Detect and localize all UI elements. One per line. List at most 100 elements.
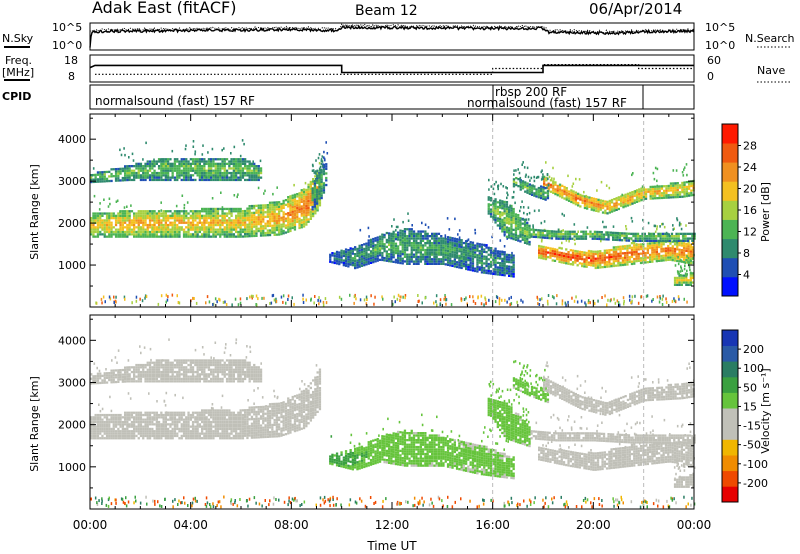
range-time-cell xyxy=(302,204,306,207)
range-time-cell xyxy=(287,202,290,206)
range-time-cell xyxy=(383,256,386,260)
range-time-cell xyxy=(107,205,110,208)
range-time-cell xyxy=(273,298,276,302)
range-time-cell xyxy=(585,251,588,255)
range-time-cell xyxy=(115,295,117,299)
range-time-cell xyxy=(558,260,561,263)
range-time-cell xyxy=(90,233,93,236)
range-time-cell xyxy=(99,219,102,222)
range-time-cell xyxy=(532,235,535,238)
range-time-cell xyxy=(255,216,258,219)
range-time-cell xyxy=(358,258,361,261)
range-time-cell xyxy=(508,253,511,257)
range-time-cell xyxy=(656,190,659,193)
range-time-cell xyxy=(467,252,470,255)
range-time-cell xyxy=(182,162,186,165)
range-time-cell xyxy=(421,253,425,256)
range-time-cell xyxy=(289,220,292,223)
range-time-cell xyxy=(105,221,109,224)
range-time-cell xyxy=(440,251,443,254)
range-time-cell xyxy=(526,187,529,190)
range-time-cell xyxy=(503,233,506,236)
range-time-cell xyxy=(628,260,631,263)
range-time-cell xyxy=(578,250,581,253)
range-time-cell xyxy=(103,427,106,431)
range-time-cell xyxy=(651,251,654,254)
range-time-cell xyxy=(631,220,634,223)
range-time-cell xyxy=(492,199,495,203)
range-time-cell xyxy=(135,221,138,224)
range-time-cell xyxy=(656,187,659,191)
range-time-cell xyxy=(558,185,562,189)
range-time-cell xyxy=(216,207,220,211)
range-time-cell xyxy=(510,258,513,262)
range-time-cell xyxy=(397,249,400,253)
range-time-cell xyxy=(485,255,488,258)
range-time-cell xyxy=(530,186,534,190)
range-time-cell xyxy=(124,210,127,213)
range-time-cell xyxy=(246,160,249,163)
range-time-cell xyxy=(99,221,102,224)
range-time-cell xyxy=(90,219,93,222)
range-time-cell xyxy=(392,233,395,236)
range-time-cell xyxy=(655,241,658,244)
range-time-cell xyxy=(620,204,623,207)
range-time-cell xyxy=(347,253,350,256)
range-time-cell xyxy=(101,214,104,217)
range-time-cell xyxy=(478,252,481,255)
range-time-cell xyxy=(144,178,147,182)
range-time-cell xyxy=(517,223,520,226)
range-time-cell xyxy=(92,420,95,424)
range-time-cell xyxy=(471,267,475,270)
range-time-cell xyxy=(390,237,393,240)
range-time-cell xyxy=(570,200,573,204)
range-time-cell xyxy=(608,209,611,212)
range-time-cell xyxy=(130,174,134,177)
range-time-cell xyxy=(610,255,613,259)
range-time-cell xyxy=(689,259,692,262)
range-time-cell xyxy=(108,413,111,417)
range-time-cell xyxy=(608,186,611,190)
range-time-cell xyxy=(483,303,485,307)
range-time-cell xyxy=(667,256,670,259)
range-time-cell xyxy=(408,255,411,259)
range-time-cell xyxy=(196,212,199,215)
range-time-cell xyxy=(192,296,194,300)
range-time-cell xyxy=(119,434,122,438)
range-time-cell xyxy=(119,172,122,175)
range-time-cell xyxy=(494,259,497,262)
range-time-cell xyxy=(576,300,579,304)
range-time-cell xyxy=(244,214,247,217)
range-time-cell xyxy=(275,208,278,211)
range-time-cell xyxy=(487,265,490,268)
range-time-cell xyxy=(662,294,664,298)
range-time-cell xyxy=(257,165,260,168)
range-time-cell xyxy=(318,188,321,191)
range-time-cell xyxy=(214,178,217,182)
range-time-cell xyxy=(596,259,600,262)
range-time-cell xyxy=(669,242,672,245)
range-time-cell xyxy=(607,298,609,302)
range-time-cell xyxy=(492,263,495,266)
range-time-cell xyxy=(142,178,145,182)
range-time-cell xyxy=(372,249,375,252)
range-time-cell xyxy=(512,233,515,236)
range-time-cell xyxy=(685,249,688,252)
range-time-cell xyxy=(433,242,436,245)
noise-left-tick-top: 10^5 xyxy=(52,21,82,34)
range-time-cell xyxy=(382,297,384,301)
range-time-cell xyxy=(406,235,409,238)
range-time-cell xyxy=(667,254,670,257)
range-time-cell xyxy=(255,167,258,170)
range-time-cell xyxy=(228,178,231,182)
range-time-cell xyxy=(185,171,188,175)
range-time-cell xyxy=(266,222,269,225)
range-time-cell xyxy=(670,232,674,235)
range-time-cell xyxy=(201,233,204,236)
range-time-cell xyxy=(634,294,636,298)
range-time-cell xyxy=(96,416,100,419)
range-time-cell xyxy=(196,223,199,227)
range-time-cell xyxy=(354,255,357,258)
range-time-cell xyxy=(363,259,366,262)
range-time-cell xyxy=(484,298,487,301)
